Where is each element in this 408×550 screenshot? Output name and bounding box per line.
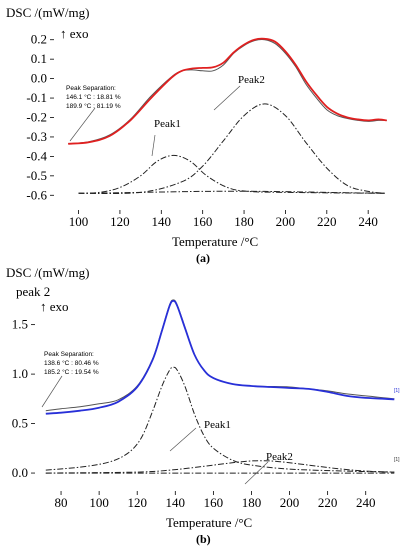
- y-tick-label: -0.4: [26, 148, 47, 163]
- series-peak2-line: [78, 103, 385, 195]
- peak2-leader: [244, 461, 269, 485]
- series-baseline-line: [78, 190, 385, 194]
- series-measured-line: [68, 39, 387, 145]
- x-tick-label: 220: [317, 214, 337, 229]
- series-fit-line: [68, 37, 387, 145]
- y-tick-label: 1.5: [12, 317, 28, 332]
- x-tick-label: 100: [69, 214, 89, 229]
- panel-label: (a): [196, 251, 210, 265]
- y-tick-label: 0.2: [31, 32, 47, 47]
- series-measured-line: [45, 299, 395, 412]
- chart-panel-b: DSC /(mW/mg) peak 2 ↑ exo 1.5 1.0 0.5 0.0 8…: [6, 265, 400, 546]
- chart-panel-a: DSC /(mW/mg) ↑ exo 0.2 0.1 0.0 -0.1 -0.2 -0.3…: [6, 5, 387, 265]
- y-ticks: 0.2 0.1 0.0 -0.1 -0.2 -0.3 -0.4 -0.5 -0.6: [26, 32, 54, 202]
- series-peak1-line: [45, 366, 395, 473]
- y-axis-title: DSC /(mW/mg): [6, 265, 89, 280]
- note-leader: [41, 375, 63, 408]
- x-tick-label: 120: [127, 495, 147, 510]
- y-tick-label: -0.3: [26, 129, 47, 144]
- x-tick-label: 160: [204, 495, 224, 510]
- y-tick-label: 1.0: [12, 366, 28, 381]
- exo-annotation: ↑ exo: [40, 299, 69, 314]
- y-tick-label: 0.1: [31, 51, 47, 66]
- x-tick-label: 200: [280, 495, 300, 510]
- series-curves: [68, 37, 387, 195]
- y-ticks: 1.5 1.0 0.5 0.0: [12, 317, 35, 480]
- series-peak2-line: [45, 460, 395, 474]
- y-tick-label: -0.5: [26, 168, 47, 183]
- series-peak1-line: [78, 154, 385, 194]
- x-axis-title: Temperature /°C: [172, 234, 258, 249]
- peak-separation-title: Peak Separation:: [44, 351, 94, 358]
- x-ticks: 80 100 120 140 160 180 200 220 240: [55, 491, 376, 510]
- y-tick-label: 0.0: [12, 465, 28, 480]
- x-tick-label: 140: [166, 495, 186, 510]
- x-tick-label: 240: [356, 495, 376, 510]
- peak1-label: Peak1: [204, 419, 231, 431]
- x-tick-label: 100: [89, 495, 109, 510]
- peak1-leader: [169, 427, 197, 452]
- x-tick-label: 180: [234, 214, 254, 229]
- exo-annotation: ↑ exo: [60, 26, 89, 41]
- x-tick-label: 200: [276, 214, 296, 229]
- peak-separation-line-1: 146.1 °C : 18.81 %: [66, 93, 121, 101]
- peak-separation-line-2: 189.9 °C : 81.19 %: [66, 102, 121, 110]
- x-tick-label: 80: [55, 495, 68, 510]
- note-leader: [69, 107, 96, 142]
- x-ticks: 100 120 140 160 180 200 220 240: [69, 210, 378, 229]
- panel-label: (b): [196, 532, 211, 546]
- x-tick-label: 240: [358, 214, 378, 229]
- peak2-leader: [213, 85, 241, 111]
- peak2-axis-note: peak 2: [16, 284, 50, 299]
- y-tick-label: -0.2: [26, 110, 47, 125]
- peak2-label: Peak2: [266, 451, 293, 463]
- x-tick-label: 160: [193, 214, 213, 229]
- x-tick-label: 140: [152, 214, 172, 229]
- y-tick-label: 0.5: [12, 416, 28, 431]
- peak-separation-line-2: 185.2 °C : 19.54 %: [44, 368, 99, 376]
- x-axis-title: Temperature /°C: [166, 515, 252, 530]
- x-tick-label: 180: [242, 495, 262, 510]
- peak2-label: Peak2: [238, 74, 265, 86]
- peak-separation-title: Peak Separation:: [66, 85, 116, 92]
- fit-end-marker: [1]: [394, 388, 400, 394]
- series-curves: [45, 299, 395, 474]
- series-fit-line: [45, 299, 395, 415]
- y-tick-label: 0.0: [31, 71, 47, 86]
- peak1-label: Peak1: [154, 118, 181, 130]
- x-tick-label: 120: [110, 214, 130, 229]
- x-tick-label: 220: [318, 495, 338, 510]
- y-tick-label: -0.1: [26, 90, 47, 105]
- baseline-end-marker: [1]: [394, 457, 400, 463]
- peak-separation-line-1: 138.6 °C : 80.46 %: [44, 359, 99, 367]
- peak1-leader: [151, 134, 156, 157]
- y-tick-label: -0.6: [26, 187, 47, 202]
- y-axis-title: DSC /(mW/mg): [6, 5, 89, 20]
